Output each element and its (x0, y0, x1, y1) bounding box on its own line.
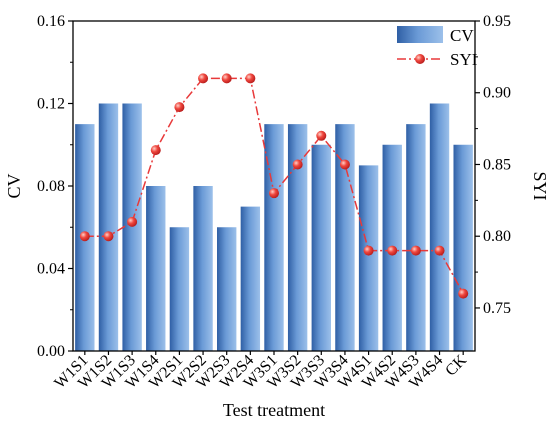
bar-W2S1 (169, 227, 190, 351)
point-SYI-W3S4 (339, 159, 350, 170)
point-SYI-W1S4 (150, 145, 161, 156)
legend-label-SYI: SYI (450, 50, 478, 69)
point-SYI-W1S1 (79, 231, 90, 242)
point-SYI-W2S2 (198, 73, 209, 84)
point-SYI-W1S3 (127, 216, 138, 227)
point-SYI-W4S4 (434, 245, 445, 256)
y-tick-label: 0.08 (37, 178, 65, 195)
bar-W4S3 (406, 124, 426, 352)
y-axis-title: CV (4, 173, 24, 198)
bar-W3S4 (335, 124, 355, 352)
point-SYI-W2S3 (221, 73, 232, 84)
bar-W3S2 (287, 124, 308, 352)
point-SYI-W3S2 (292, 159, 303, 170)
y2-axis-title: SYI (530, 171, 550, 200)
y2-tick-label: 0.75 (483, 300, 511, 317)
point-SYI-W4S2 (387, 245, 398, 256)
bar-W3S1 (264, 124, 284, 352)
bar-W1S2 (98, 103, 119, 351)
point-SYI-W3S3 (316, 130, 327, 141)
point-SYI-W3S1 (269, 188, 279, 199)
legend-swatch-CV (397, 26, 443, 43)
bar-CK (453, 144, 473, 351)
legend-label-CV: CV (450, 26, 474, 45)
legend: CV SYI (397, 26, 478, 69)
point-SYI-W4S3 (410, 245, 421, 256)
bar-W4S1 (358, 165, 379, 352)
bar-W1S4 (146, 186, 166, 351)
point-SYI-W2S4 (245, 73, 256, 84)
x-tick-label-CK: CK (442, 351, 470, 379)
y2-tick-label: 0.80 (483, 228, 511, 245)
bar-W2S3 (217, 227, 237, 351)
bar-W2S4 (240, 206, 261, 351)
y2-tick-label: 0.85 (483, 156, 511, 173)
y2-tick-label: 0.95 (483, 13, 511, 30)
y-tick-label: 0.16 (37, 13, 65, 30)
x-axis-title: Test treatment (223, 400, 325, 420)
point-SYI-W4S1 (363, 245, 374, 256)
legend-marker-SYI (415, 54, 425, 64)
bar-W2S2 (193, 186, 213, 351)
bar-W1S3 (122, 103, 142, 351)
y-tick-label: 0.04 (37, 261, 65, 278)
point-SYI-W2S1 (174, 102, 185, 113)
y-tick-label: 0.12 (37, 96, 65, 113)
point-SYI-CK (458, 288, 469, 299)
plot-area (75, 73, 473, 352)
point-SYI-W1S2 (103, 231, 114, 242)
y-tick-label: 0.00 (37, 343, 65, 360)
y2-tick-label: 0.90 (483, 85, 511, 102)
bar-W3S3 (311, 144, 331, 351)
bar-W4S4 (429, 103, 450, 351)
